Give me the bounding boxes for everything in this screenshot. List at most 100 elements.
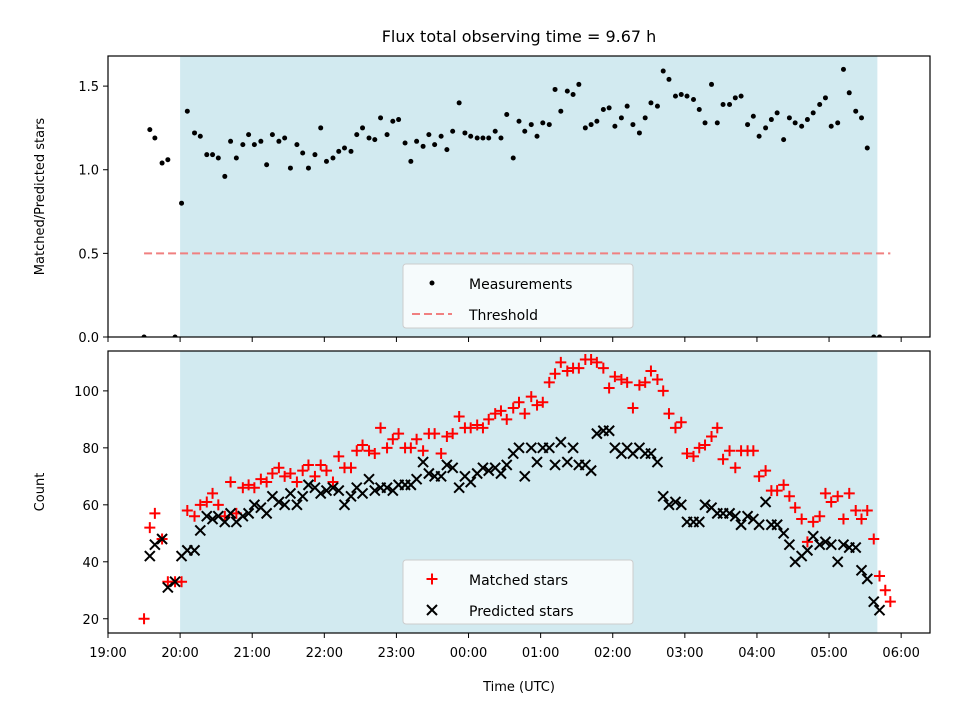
- data-point: [511, 156, 516, 161]
- data-point: [192, 130, 197, 135]
- data-point: [745, 122, 750, 127]
- legend-label: Predicted stars: [469, 604, 574, 620]
- data-point: [709, 82, 714, 87]
- data-point: [367, 135, 372, 140]
- data-point: [145, 551, 155, 561]
- data-point: [769, 117, 774, 122]
- data-point: [165, 157, 170, 162]
- data-point: [721, 102, 726, 107]
- data-point: [198, 134, 203, 139]
- data-point: [252, 142, 257, 147]
- data-point: [739, 94, 744, 99]
- data-point: [390, 119, 395, 124]
- data-point: [576, 82, 581, 87]
- data-point: [805, 117, 810, 122]
- data-point: [835, 120, 840, 125]
- data-point: [643, 115, 648, 120]
- data-point: [841, 67, 846, 72]
- data-point: [210, 152, 215, 157]
- data-point: [571, 92, 576, 97]
- data-point: [648, 100, 653, 105]
- data-point: [486, 135, 491, 140]
- data-point: [522, 129, 527, 134]
- x-tick-label: 00:00: [450, 646, 487, 661]
- data-point: [793, 120, 798, 125]
- data-point: [847, 90, 852, 95]
- data-point: [607, 105, 612, 110]
- data-point: [583, 125, 588, 130]
- y-tick-label: 0.5: [78, 247, 99, 262]
- data-point: [751, 114, 756, 119]
- chart-title: Flux total observing time = 9.67 h: [382, 27, 657, 46]
- data-point: [823, 95, 828, 100]
- data-point: [727, 102, 732, 107]
- data-point: [529, 122, 534, 127]
- data-point: [342, 145, 347, 150]
- data-point: [139, 613, 150, 624]
- data-point: [439, 134, 444, 139]
- x-tick-label: 04:00: [738, 646, 775, 661]
- data-point: [450, 129, 455, 134]
- data-point: [403, 140, 408, 145]
- x-tick-label: 23:00: [378, 646, 415, 661]
- data-point: [601, 107, 606, 112]
- data-point: [535, 134, 540, 139]
- data-point: [883, 0, 888, 3]
- y-tick-label: 60: [82, 499, 99, 514]
- data-point: [276, 139, 281, 144]
- data-point: [880, 585, 891, 596]
- data-point: [811, 110, 816, 115]
- data-point: [228, 139, 233, 144]
- data-point: [565, 89, 570, 94]
- data-point: [715, 120, 720, 125]
- data-point: [799, 124, 804, 129]
- data-point: [216, 156, 221, 161]
- data-point: [619, 115, 624, 120]
- data-point: [306, 166, 311, 171]
- data-point: [703, 120, 708, 125]
- y-tick-label: 100: [74, 385, 99, 400]
- data-point: [859, 115, 864, 120]
- data-point: [462, 130, 467, 135]
- y-tick-label: 80: [82, 442, 99, 457]
- data-point: [234, 156, 239, 161]
- data-point: [540, 120, 545, 125]
- data-point: [185, 109, 190, 114]
- data-point: [589, 122, 594, 127]
- data-point: [475, 135, 480, 140]
- y-tick-label: 0.0: [78, 331, 99, 346]
- data-point: [630, 122, 635, 127]
- data-point: [414, 139, 419, 144]
- x-tick-label: 19:00: [89, 646, 126, 661]
- legend-label: Threshold: [468, 308, 538, 324]
- data-point: [144, 522, 155, 533]
- figure: Flux total observing time = 9.67 h 0.0 0.…: [0, 0, 960, 720]
- data-point: [270, 132, 275, 137]
- data-point: [312, 152, 317, 157]
- data-point: [661, 69, 666, 74]
- x-tick-label: 02:00: [594, 646, 631, 661]
- data-point: [679, 92, 684, 97]
- ratio-panel: 0.00.51.01.5Matched/Predicted starsMeasu…: [33, 0, 930, 346]
- y-axis-label: Count: [33, 473, 48, 512]
- data-point: [673, 94, 678, 99]
- data-point: [378, 115, 383, 120]
- data-point: [444, 147, 449, 152]
- data-point: [160, 161, 165, 166]
- data-point: [264, 162, 269, 167]
- data-point: [258, 139, 263, 144]
- data-point: [493, 129, 498, 134]
- data-point: [152, 135, 157, 140]
- data-point: [204, 152, 209, 157]
- legend-label: Matched stars: [469, 573, 568, 589]
- data-point: [288, 166, 293, 171]
- data-point: [888, 0, 893, 3]
- data-point: [147, 127, 152, 132]
- data-point: [300, 151, 305, 156]
- y-tick-label: 1.0: [78, 164, 99, 179]
- data-point: [757, 134, 762, 139]
- data-point: [372, 137, 377, 142]
- data-point: [348, 149, 353, 154]
- data-point: [775, 110, 780, 115]
- y-axis-label: Matched/Predicted stars: [33, 118, 48, 276]
